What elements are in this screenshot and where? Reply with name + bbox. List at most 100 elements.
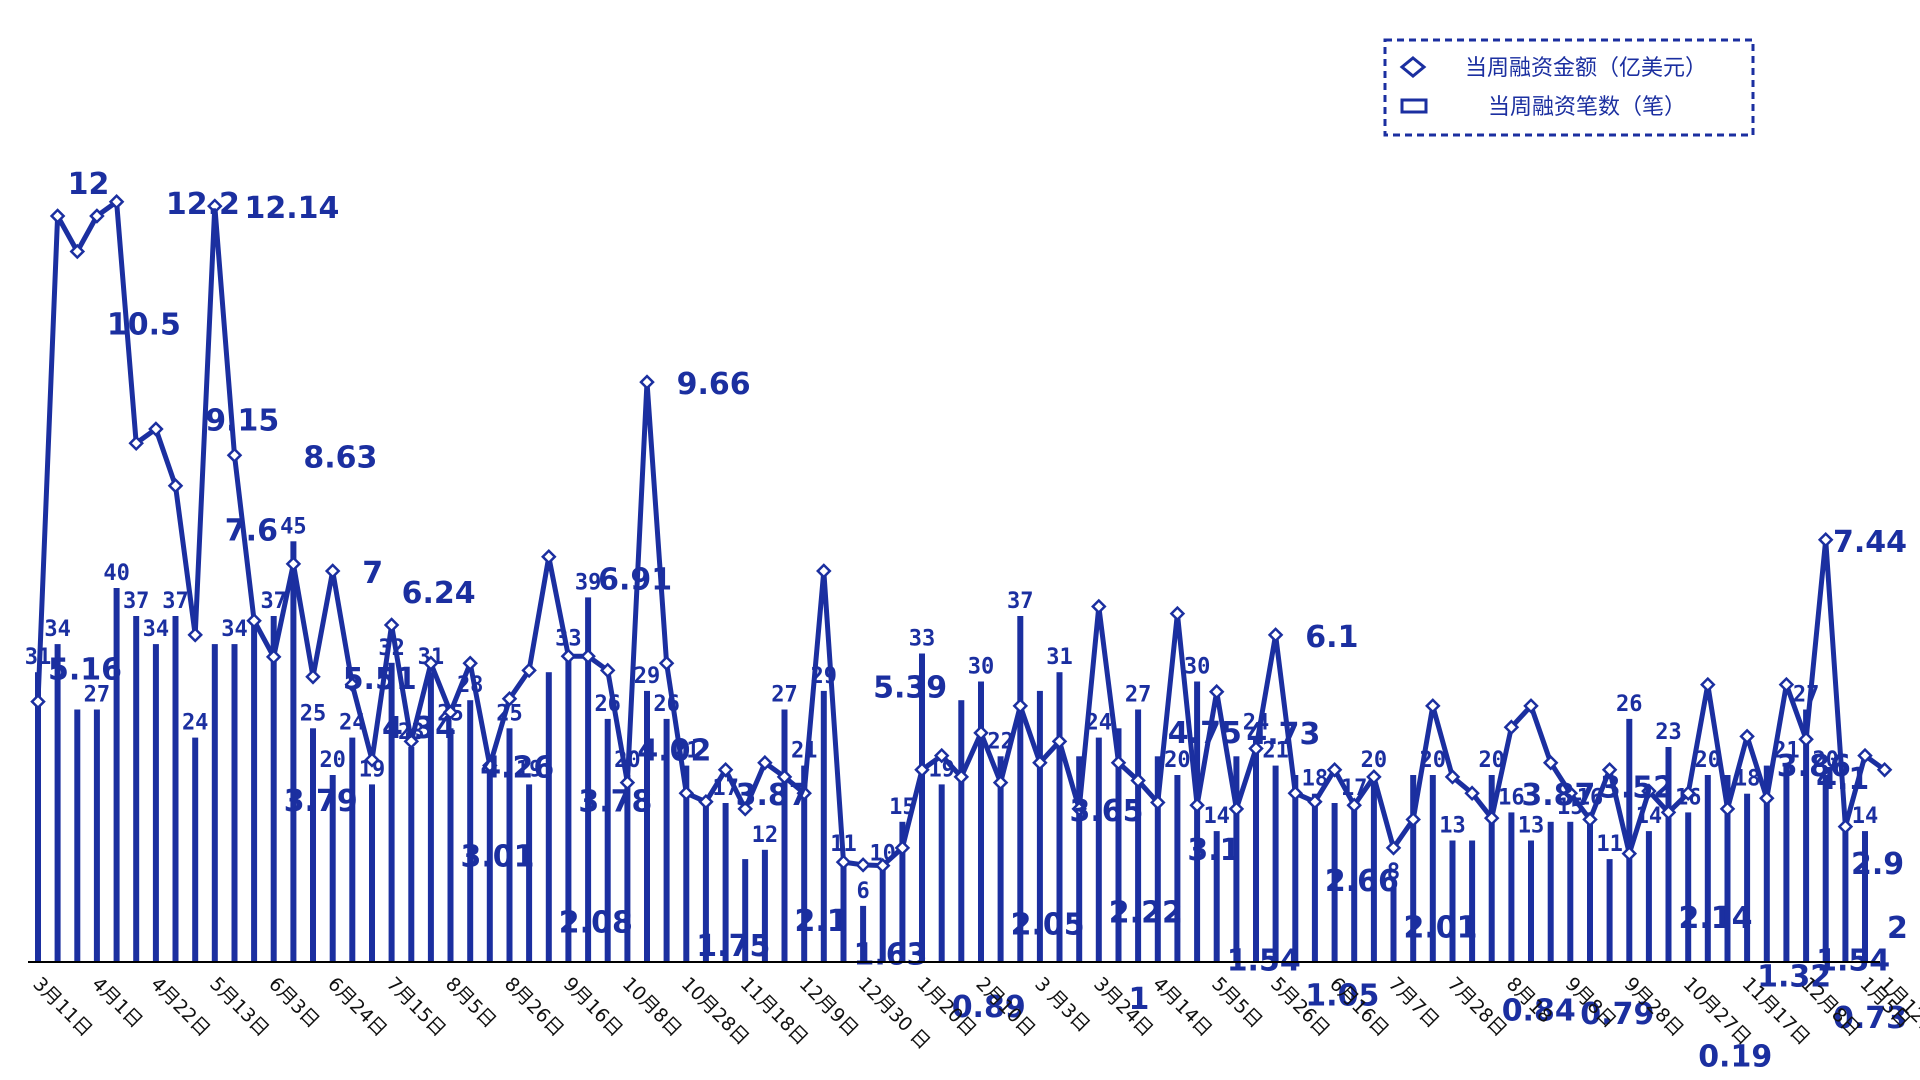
- amount-point-label: 3.01: [461, 839, 535, 874]
- amount-point-label: 5.39: [873, 670, 947, 705]
- amount-point-label: 2.9: [1851, 847, 1904, 882]
- amount-point-label: 5.16: [48, 653, 122, 688]
- amount-point: [148, 421, 164, 437]
- count-bar: [467, 700, 474, 962]
- x-tick-label: 9月16日: [559, 973, 627, 1041]
- x-tick-label: 4月14日: [1148, 973, 1216, 1041]
- amount-point-label: 0.89: [952, 990, 1026, 1025]
- amount-point: [1248, 740, 1264, 757]
- count-bar: [1135, 709, 1142, 962]
- amount-point-label: 12: [68, 167, 110, 202]
- count-bar-label: 29: [634, 664, 661, 689]
- count-bar: [585, 597, 592, 962]
- amount-point: [265, 649, 282, 665]
- amount-point: [1425, 698, 1441, 714]
- amount-point: [816, 563, 832, 579]
- amount-point: [835, 854, 852, 870]
- amount-point: [1582, 811, 1598, 828]
- amount-point: [423, 655, 439, 672]
- x-tick-label: 8月5日: [441, 973, 501, 1033]
- amount-point: [757, 754, 773, 771]
- count-bar-label: 37: [1007, 589, 1034, 614]
- amount-point-label: 4.26: [480, 751, 554, 786]
- count-bar: [408, 747, 415, 962]
- x-tick-label: 3 月3日: [1030, 973, 1094, 1037]
- count-bar-label: 34: [44, 617, 71, 642]
- count-bar-label: 20: [1812, 748, 1839, 773]
- amount-point: [933, 747, 950, 764]
- amount-point: [599, 662, 616, 679]
- count-bar: [899, 821, 906, 963]
- amount-point-label: 7: [362, 556, 383, 591]
- count-bar: [978, 681, 984, 962]
- amount-point: [1366, 769, 1382, 785]
- amount-point-label: 0.19: [1698, 1040, 1772, 1075]
- amount-point-label: 9.15: [205, 403, 279, 438]
- line-layer: 5.161210.512.29.157.612.143.798.635.5174…: [30, 167, 1908, 1075]
- amount-point: [187, 627, 203, 643]
- count-bar-label: 8: [1387, 860, 1400, 885]
- amount-point: [285, 556, 302, 572]
- count-bar: [722, 803, 729, 962]
- count-bar-label: 21: [791, 739, 818, 764]
- count-bar: [211, 644, 218, 962]
- amount-point: [364, 752, 380, 768]
- count-bar: [1665, 747, 1672, 962]
- amount-point: [1326, 762, 1343, 778]
- count-bar-label: 14: [1203, 804, 1230, 829]
- amount-point: [1680, 785, 1696, 801]
- count-bar-label: 20: [1361, 748, 1388, 773]
- count-bar-label: 12: [752, 823, 779, 848]
- amount-point: [442, 704, 459, 721]
- count-bar: [349, 737, 356, 962]
- count-bar: [74, 709, 81, 962]
- count-bar-label: 40: [103, 561, 130, 586]
- count-bar: [526, 784, 533, 963]
- count-bar: [879, 868, 886, 962]
- amount-point-label: 6.1: [1305, 620, 1358, 655]
- amount-point: [108, 194, 125, 210]
- amount-point: [226, 447, 243, 464]
- count-bar: [310, 728, 316, 963]
- count-bar: [1429, 775, 1436, 962]
- count-bar: [486, 756, 493, 962]
- amount-point: [1562, 785, 1579, 801]
- amount-point: [1700, 676, 1716, 693]
- amount-point: [246, 612, 262, 629]
- amount-point: [560, 648, 577, 664]
- count-bar: [1233, 756, 1240, 962]
- count-bar: [938, 784, 945, 963]
- amount-point-label: 6.24: [402, 576, 476, 611]
- count-bar: [1154, 756, 1161, 962]
- amount-point-label: 6.91: [598, 562, 672, 597]
- count-bar: [1567, 821, 1574, 963]
- x-tick-label: 6月24日: [323, 973, 391, 1041]
- amount-point: [383, 617, 400, 633]
- amount-point-label: 3.78: [578, 785, 652, 820]
- count-bar: [251, 616, 258, 962]
- count-bar-label: 14: [1852, 804, 1879, 829]
- count-bar-label: 13: [1518, 814, 1545, 839]
- count-bar: [801, 765, 808, 962]
- count-bar: [1606, 859, 1613, 962]
- count-bar: [152, 644, 159, 962]
- count-bar: [133, 616, 140, 962]
- amount-point-label: 7.44: [1833, 525, 1907, 560]
- amount-point: [619, 774, 636, 791]
- amount-point: [1228, 801, 1245, 817]
- count-bar: [1095, 737, 1102, 962]
- x-tick-label: 8月26日: [500, 973, 568, 1041]
- amount-point: [1071, 801, 1087, 817]
- count-bar: [1370, 775, 1377, 962]
- count-bar-label: 23: [1655, 720, 1682, 745]
- count-bar: [683, 765, 690, 962]
- amount-point: [776, 769, 793, 785]
- amount-point: [1110, 754, 1127, 771]
- amount-point-label: 4.34: [382, 711, 456, 746]
- count-bar-label: 39: [575, 570, 602, 595]
- amount-point: [1503, 719, 1520, 735]
- amount-point-label: 0.79: [1580, 997, 1654, 1032]
- amount-point: [717, 762, 734, 778]
- amount-point: [482, 757, 498, 774]
